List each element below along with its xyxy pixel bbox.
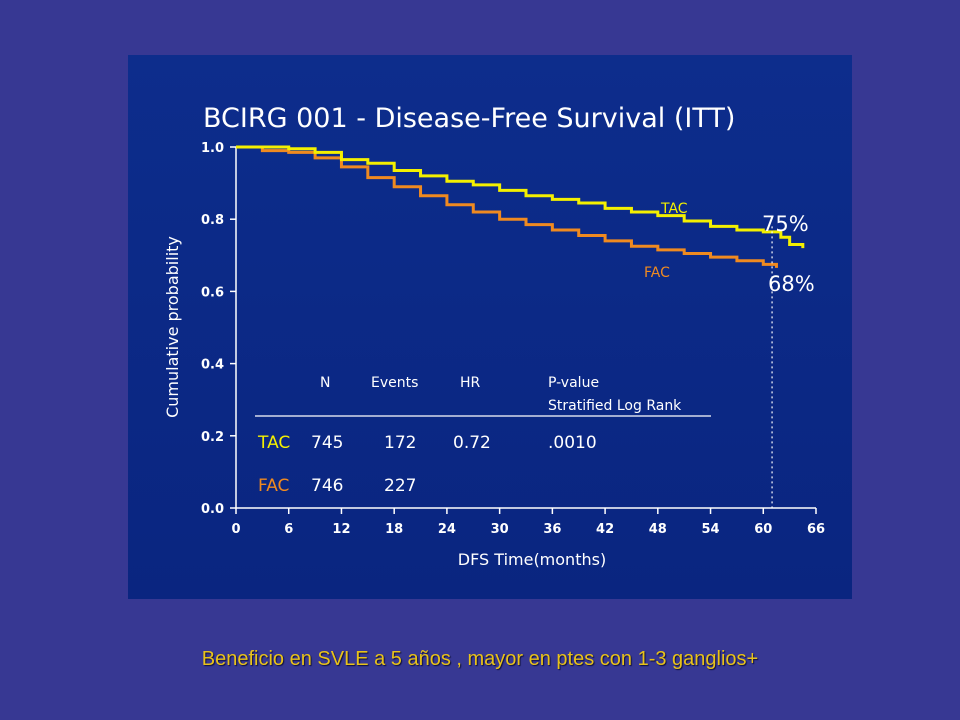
row-fac-n: 746 — [311, 476, 343, 496]
chart-panel: BCIRG 001 - Disease-Free Survival (ITT) … — [128, 55, 852, 599]
x-tick-label: 36 — [543, 522, 561, 537]
y-tick-label: 0.8 — [201, 213, 224, 228]
row-tac-n: 745 — [311, 433, 343, 453]
series-line-tac — [236, 145, 805, 249]
x-tick-label: 42 — [596, 522, 614, 537]
slide-caption: Beneficio en SVLE a 5 años , mayor en pt… — [201, 648, 759, 670]
x-tick-label: 0 — [231, 522, 240, 537]
row-tac-hr: 0.72 — [453, 433, 491, 453]
table-header-events: Events — [371, 375, 418, 391]
fac-end-percentage: 68% — [768, 272, 815, 296]
row-tac-pvalue: .0010 — [548, 433, 597, 453]
x-tick-label: 6 — [284, 522, 293, 537]
series-label-tac: TAC — [660, 201, 688, 217]
series-line-fac — [236, 145, 778, 268]
survival-chart: BCIRG 001 - Disease-Free Survival (ITT) … — [163, 103, 825, 569]
row-fac-arm: FAC — [258, 476, 289, 496]
table-header-logrank: Stratified Log Rank — [548, 398, 682, 414]
x-tick-label: 54 — [701, 522, 719, 537]
x-tick-label: 24 — [438, 522, 456, 537]
x-tick-label: 30 — [491, 522, 509, 537]
chart-title: BCIRG 001 - Disease-Free Survival (ITT) — [203, 103, 735, 134]
table-header-hr: HR — [460, 375, 481, 391]
results-table: N Events HR P-value Stratified Log Rank … — [255, 375, 711, 496]
x-tick-label: 18 — [385, 522, 403, 537]
table-header-pvalue: P-value — [548, 375, 599, 391]
x-axis-label: DFS Time(months) — [458, 550, 606, 569]
y-tick-label: 1.0 — [201, 141, 224, 156]
x-tick-label: 48 — [649, 522, 667, 537]
table-header-n: N — [320, 375, 330, 391]
y-tick-label: 0.2 — [201, 430, 224, 445]
y-axis-label: Cumulative probability — [163, 236, 182, 418]
series-label-fac: FAC — [644, 265, 670, 281]
row-tac-events: 172 — [384, 433, 416, 453]
x-tick-label: 60 — [754, 522, 772, 537]
row-tac-arm: TAC — [257, 433, 290, 453]
row-fac-events: 227 — [384, 476, 416, 496]
y-tick-label: 0.4 — [201, 358, 224, 373]
y-tick-label: 0.6 — [201, 285, 224, 300]
x-tick-label: 12 — [332, 522, 350, 537]
tac-end-percentage: 75% — [762, 212, 809, 236]
y-tick-label: 0.0 — [201, 502, 224, 517]
x-tick-label: 66 — [807, 522, 825, 537]
